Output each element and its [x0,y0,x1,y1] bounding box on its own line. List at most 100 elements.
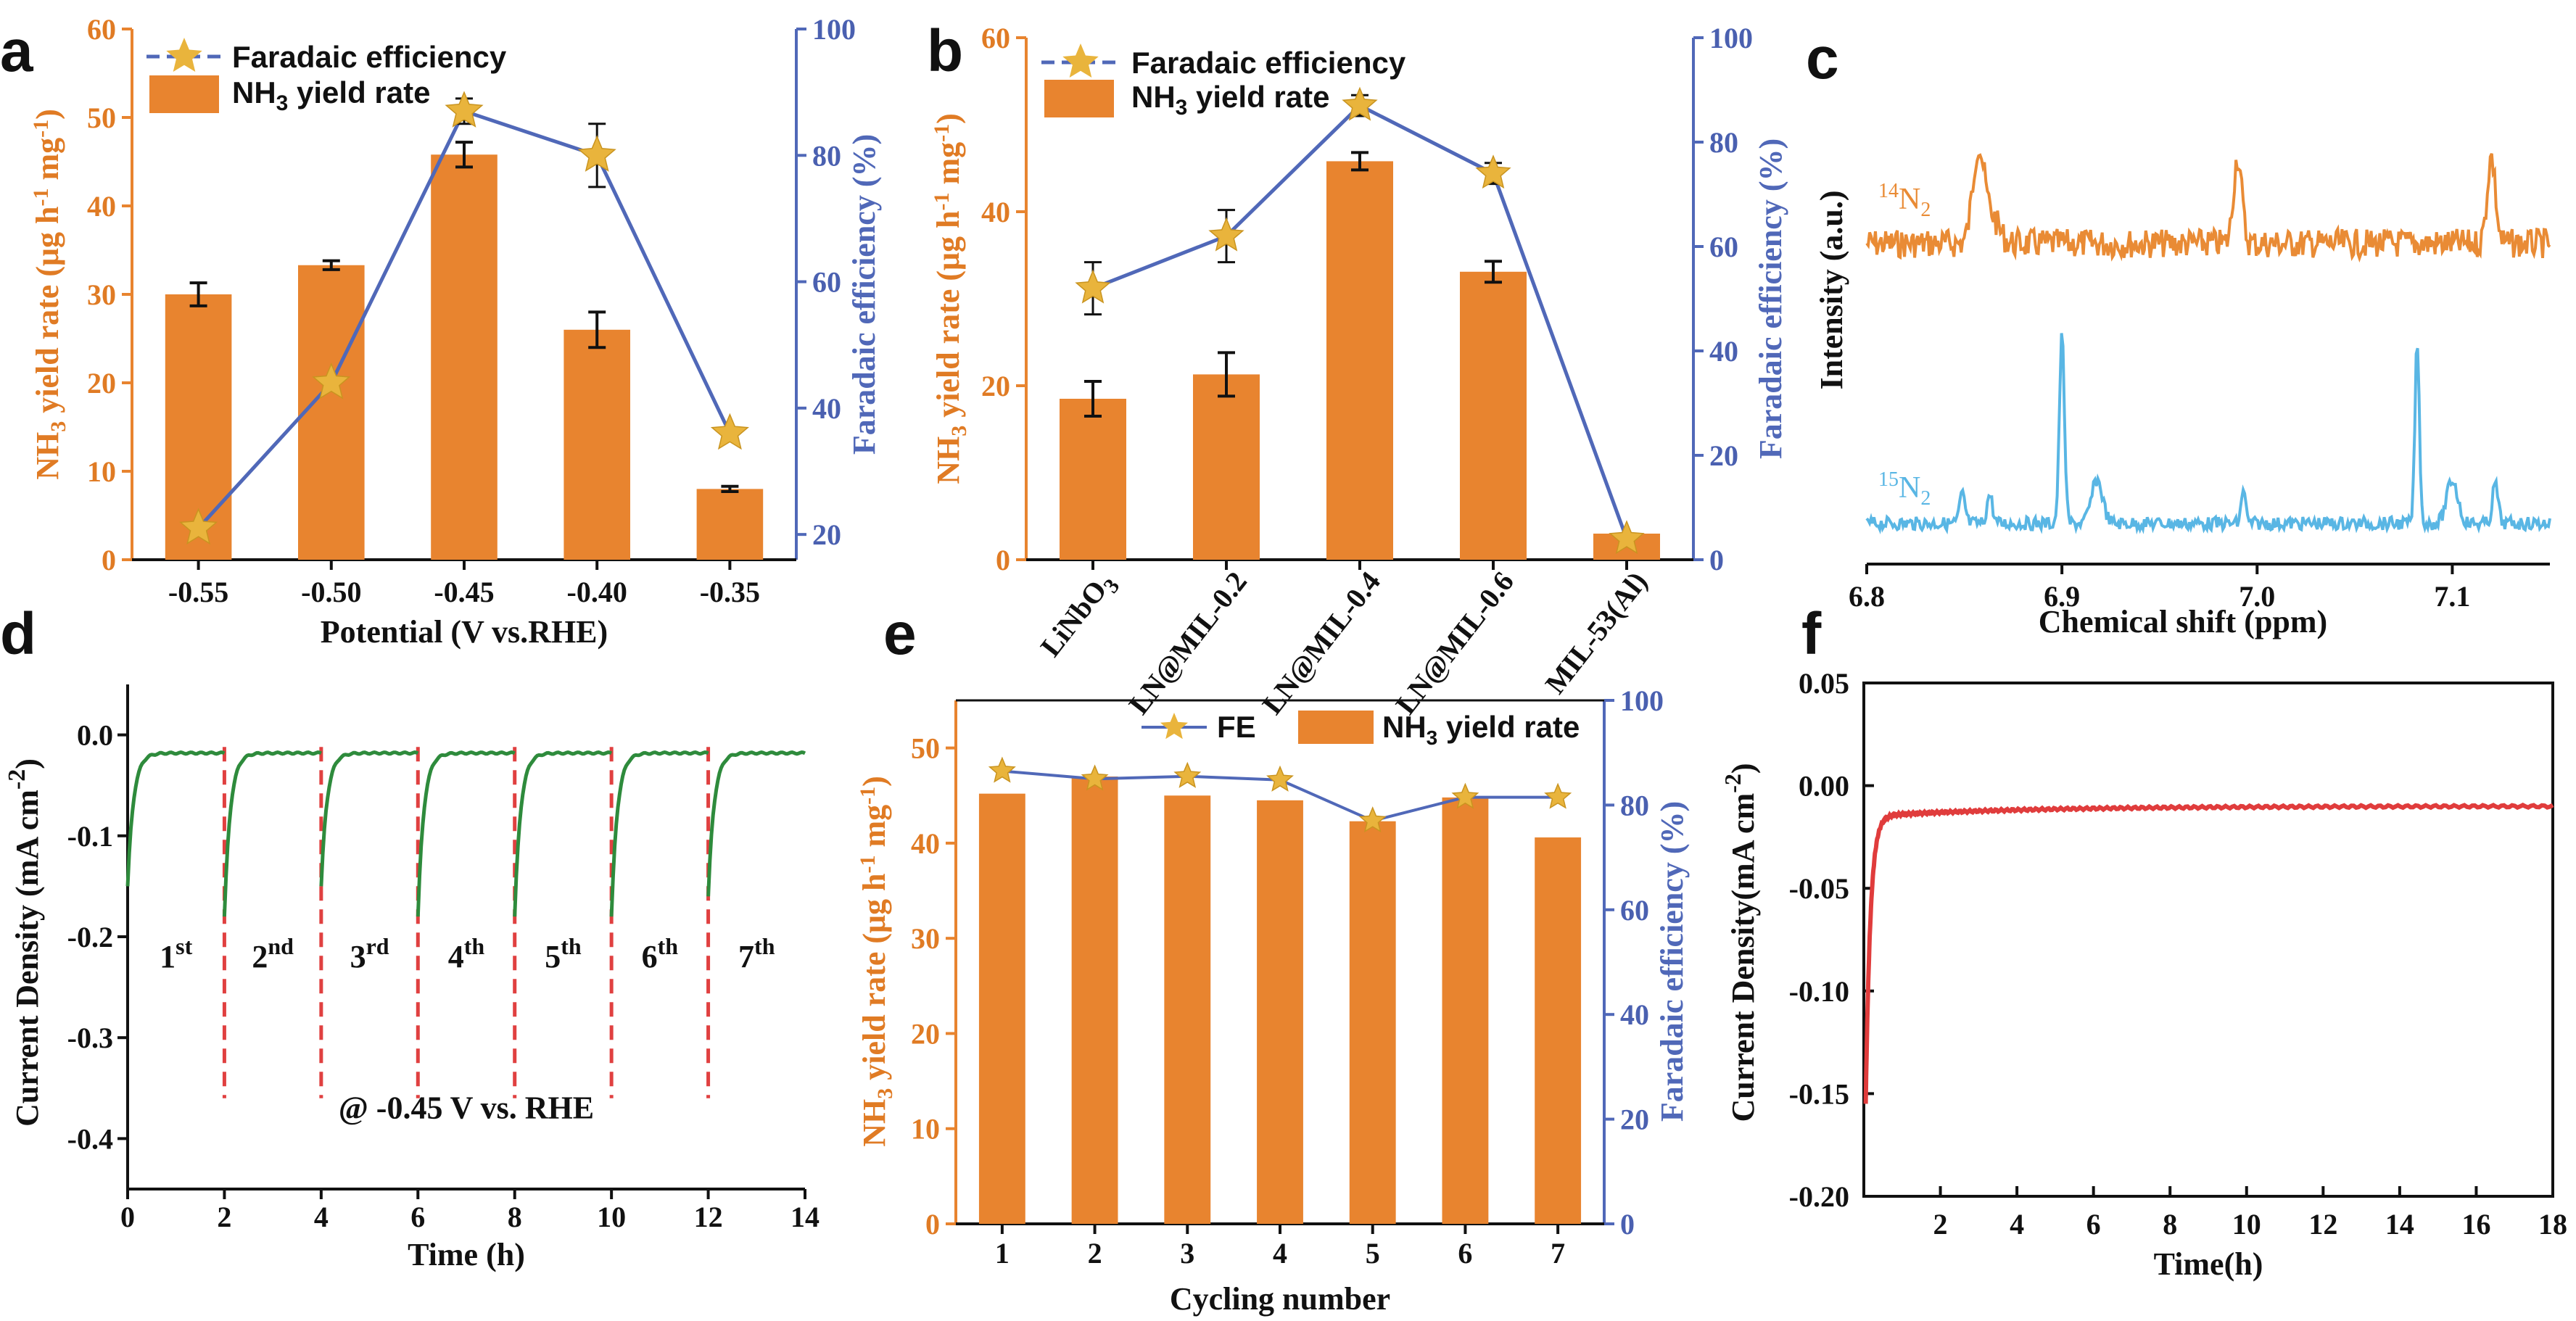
x-tick-label: 16 [2461,1208,2490,1241]
text-part: yield rate [1187,80,1329,114]
cycle-label: 3rd [350,933,389,974]
y-tick-label: -0.20 [1789,1180,1849,1213]
x-tick-label: 6 [2086,1208,2101,1241]
left-tick-label: 60 [87,13,116,46]
y-tick-label: -0.2 [67,921,113,953]
y-tick-label: -0.15 [1789,1077,1849,1110]
text-part: -1 [930,193,954,211]
y-tick-label: -0.3 [67,1022,113,1054]
cycle-label: 6th [642,933,679,974]
label-15N2: 15N2 [1878,468,1931,510]
panel-label: f [1801,601,1822,667]
text-part: ) [930,113,966,124]
cycle-label: 7th [738,933,775,974]
right-tick-label: 100 [1709,22,1753,54]
x-tick-label: 7.0 [2239,580,2275,613]
cycle-label: 5th [545,933,582,974]
left-tick-label: 30 [87,278,116,311]
text-part: 3 [46,421,70,432]
fe-star-marker [988,756,1016,783]
bar [1535,837,1582,1224]
text-part: 3 [1176,96,1188,120]
chart-c: c 6.8 6.9 7.0 7.1 Intensity (a.u.) Chemical sh… [1806,25,2551,639]
current-curve [706,750,806,897]
left-tick-label: 30 [911,922,940,955]
text-part: -1 [29,189,53,207]
text-part: NH [930,436,966,484]
y-tick-label: 0.0 [77,719,113,752]
left-tick-label: 40 [911,827,940,860]
bar-error-bar [1485,260,1502,284]
right-tick-label: 40 [1709,335,1738,368]
left-tick-label: 10 [911,1113,940,1146]
text-part: LiNbO [1033,574,1112,663]
text-part: th [658,933,679,959]
fe-star-marker [1451,782,1479,809]
bar [1460,271,1527,560]
bar-error-bar [455,141,473,169]
text-part: 14 [1878,180,1899,202]
text-part: 3 [276,91,289,115]
right-tick-label: 100 [1620,684,1664,717]
right-tick-label: 80 [1709,126,1738,159]
x-tick-label: 6.8 [1849,580,1885,613]
bar [298,265,365,560]
legend-fe-star [1062,44,1099,78]
x-tick-label: LiNbO3 [1033,566,1124,666]
legend-bar-label: NH3 yield rate [232,75,430,115]
text-part: LN@MIL-0.4 [1255,566,1387,721]
x-tick-label: 2 [217,1201,231,1233]
x-axis-title: Time (h) [408,1237,525,1272]
fe-star-marker [445,91,484,128]
text-part: mg [30,138,65,189]
current-curve [513,750,613,917]
legend-bar-label: NH3 yield rate [1382,710,1580,749]
y-tick-label: 0.05 [1799,667,1849,700]
left-tick-label: 0 [102,544,116,576]
text-part: yield rate (μg h [30,207,65,421]
left-tick-label: 10 [87,455,116,488]
text-part: NH [1131,80,1176,114]
x-tick-label: 18 [2538,1208,2567,1241]
bar [978,793,1025,1224]
x-axis-title: Chemical shift (ppm) [2039,604,2327,639]
text-part: MIL-53(Al) [1539,566,1654,700]
y-tick-label: -0.05 [1789,872,1849,905]
text-part: 15 [1878,468,1899,491]
text-part: NH [232,75,276,109]
x-tick-label: 8 [508,1201,522,1233]
panel-label: c [1806,25,1839,91]
text-part: 5 [545,939,561,974]
right-tick-label: 20 [1620,1103,1649,1136]
x-tick-label: -0.45 [434,576,494,608]
chart-a: 0 10 20 30 40 50 60 20 40 60 80 100 -0.55 -0.50 -0.45 -… [0,13,882,650]
bar [1349,821,1396,1224]
text-part: 4 [448,939,464,974]
bar-error-bar [189,281,207,307]
x-tick-label: 10 [2232,1208,2261,1241]
x-tick-label: 2 [1933,1208,1948,1241]
x-tick-label: 6 [1458,1237,1472,1270]
text-part: 1 [160,939,176,974]
text-part: N [1899,183,1920,216]
y-axis-title: Current Density (mA cm-2) [4,758,45,1127]
x-tick-label: 2 [1088,1237,1102,1270]
text-part: 7 [738,939,754,974]
text-part: th [561,933,582,959]
x-tick-label: 5 [1366,1237,1380,1270]
text-part: LN@MIL-0.6 [1389,566,1520,721]
text-part: ) [30,109,65,120]
annotation: @ -0.45 V vs. RHE [339,1090,594,1126]
text-part: -1 [856,856,880,874]
right-tick-label: 80 [812,139,841,172]
text-part: yield rate (μg h [856,874,892,1088]
bar-error-bar [322,259,340,271]
fe-star-marker [577,135,616,172]
current-curve [1863,803,2554,1104]
bar [1060,399,1126,560]
x-tick-label: 3 [1180,1237,1194,1270]
text-part: NH [30,432,65,480]
y-axis-title-right: Faradaic efficiency (%) [1654,801,1690,1122]
fe-star-marker [710,413,749,450]
